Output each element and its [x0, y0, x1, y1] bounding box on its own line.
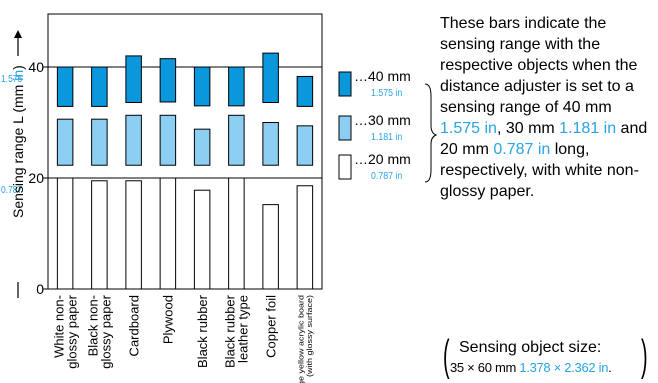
- bar-40mm-4: [193, 66, 211, 107]
- category-label-line: Beige yellow acrylic board: [296, 295, 305, 383]
- category-label-line: Cardboard: [126, 295, 141, 356]
- y-tick-label-in-20: 0.787: [1, 184, 22, 195]
- y-axis-label-close: ): [10, 65, 26, 70]
- bar-40mm-3: [159, 58, 177, 103]
- bar-20mm-5: [228, 177, 245, 290]
- legend-label-2: …20 mm: [354, 151, 411, 167]
- sensing-object-in: 1.378 × 2.362 in: [519, 360, 609, 375]
- bar-30mm-3: [159, 114, 177, 166]
- y-axis-label-main: Sensing range L (mm: [10, 81, 26, 218]
- note-in-40: 1.575 in: [440, 120, 497, 137]
- bar-20mm-7: [296, 185, 314, 290]
- legend-label-1: …30 mm: [354, 112, 411, 128]
- note-text-1: These bars indicate the sensing range wi…: [440, 15, 638, 116]
- sensing-object-dimensions: 35 × 60 mm 1.378 × 2.362 in.: [450, 360, 612, 375]
- bar-40mm-7: [296, 75, 314, 107]
- y-axis-label: Sensing range L (mm in): [10, 65, 26, 218]
- bar-20mm-2: [125, 180, 142, 290]
- legend-swatch-1: [338, 115, 352, 141]
- category-label-line: White non-: [51, 295, 66, 358]
- y-tick-label-40: 40: [28, 59, 44, 75]
- y-axis-arrow-icon: [14, 30, 22, 38]
- y-tick-label-in-40: 1.575: [1, 73, 22, 84]
- category-label-line: Copper foil: [263, 295, 278, 358]
- note-in-20: 0.787 in: [493, 141, 551, 158]
- sensing-object-title: Sensing object size:: [459, 339, 602, 356]
- category-label-line: leather type: [236, 295, 251, 363]
- sensing-object-end: .: [608, 360, 612, 375]
- legend-label-in-0: 1.575 in: [371, 86, 402, 98]
- note-text-3: and 20 mm: [440, 120, 648, 158]
- note-text-4: long, respectively, with white non-gloss…: [440, 141, 639, 200]
- sensing-object-mm: 35 × 60 mm: [450, 360, 517, 375]
- bar-40mm-2: [125, 55, 142, 104]
- plot-frame: [47, 13, 323, 290]
- bar-40mm-6: [262, 52, 279, 104]
- y-tick-label-20: 20: [28, 170, 44, 186]
- category-label-line: Black non-: [86, 295, 101, 356]
- category-label-6: Copper foil: [263, 295, 278, 358]
- bar-40mm-0: [56, 66, 74, 107]
- legend-swatch-2: [338, 154, 352, 180]
- bar-30mm-1: [91, 118, 108, 166]
- bar-30mm-6: [262, 122, 279, 166]
- y-tick-label-0: 0: [36, 281, 44, 297]
- note-in-30: 1.181 in: [559, 120, 617, 137]
- bar-20mm-6: [262, 204, 279, 290]
- legend-label-in-1: 1.181 in: [371, 130, 402, 142]
- category-label-line: (with glossy surface): [305, 295, 314, 377]
- y-axis-label-group: Sensing range L (mm in): [10, 30, 26, 298]
- sensing-object-size: ( ) Sensing object size: 35 × 60 mm 1.37…: [443, 331, 649, 380]
- bar-20mm-3: [159, 177, 177, 290]
- close-paren-icon: ): [641, 331, 648, 380]
- category-label-line: Black rubber: [195, 294, 210, 368]
- legend-brace-icon: [424, 83, 438, 183]
- legend-label-in-2: 0.787 in: [371, 169, 402, 181]
- explanation-note: These bars indicate the sensing range wi…: [440, 13, 654, 202]
- category-label-line: Plywood: [161, 295, 176, 344]
- category-label-3: Plywood: [161, 295, 176, 344]
- bar-30mm-5: [228, 114, 245, 166]
- open-paren-icon: (: [443, 331, 450, 380]
- y-axis-label-in: in: [10, 70, 26, 81]
- category-label-7: Beige yellow acrylic board (with glossy s…: [296, 295, 314, 383]
- note-text-2: , 30 mm: [496, 120, 560, 137]
- bar-40mm-1: [91, 66, 108, 107]
- bar-30mm-4: [193, 128, 211, 166]
- bar-20mm-4: [193, 189, 211, 290]
- bar-30mm-7: [296, 125, 314, 166]
- category-label-line: glossy paper: [64, 294, 79, 368]
- category-label-4: Black rubber: [195, 294, 210, 368]
- legend-label-0: …40 mm: [354, 68, 411, 84]
- bar-30mm-2: [125, 114, 142, 166]
- category-label-line: glossy paper: [99, 294, 114, 368]
- bar-40mm-5: [228, 66, 245, 107]
- category-label-line: Black rubber: [223, 294, 238, 368]
- category-label-2: Cardboard: [126, 295, 141, 356]
- category-label-0: White non-glossy paper: [51, 294, 79, 368]
- bar-20mm-0: [56, 177, 74, 290]
- bar-20mm-1: [91, 180, 108, 290]
- legend-swatch-0: [338, 71, 352, 97]
- category-label-1: Black non-glossy paper: [86, 294, 114, 368]
- bar-30mm-0: [56, 118, 74, 166]
